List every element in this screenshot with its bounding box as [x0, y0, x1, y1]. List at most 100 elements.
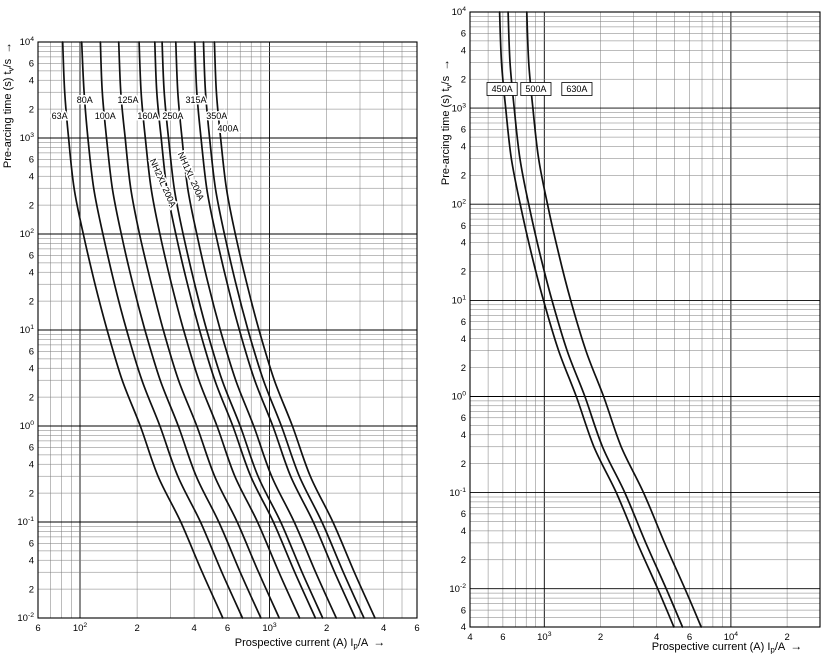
tick-label: 4: [29, 267, 34, 278]
curve-500A: [507, 11, 684, 628]
grid: [469, 11, 821, 628]
curve-80A: [80, 41, 244, 619]
tick-label: 2: [29, 392, 34, 403]
tick-label: 4: [461, 238, 466, 249]
label-text: 250A: [162, 111, 183, 121]
tick-label: 6: [29, 443, 34, 454]
tick-label: 6: [461, 221, 466, 232]
tick-label: 6: [461, 317, 466, 328]
curve-315A: [193, 41, 357, 619]
tick-label: 2: [598, 632, 603, 643]
label-box: [561, 82, 593, 96]
label-text: 500A: [525, 84, 546, 94]
tick-label: 6: [461, 125, 466, 136]
curve-label-450A: 450A: [486, 82, 518, 96]
tick-label: 104: [452, 6, 467, 18]
tick-label: 4: [654, 632, 659, 643]
tick-label: 4: [461, 334, 466, 345]
tick-label: 2: [461, 459, 466, 470]
x-axis-title: Prospective current (A) Ip/A →: [235, 635, 385, 651]
tick-label: 6: [687, 632, 692, 643]
tick-label: 6: [29, 539, 34, 550]
curve-250A: [174, 41, 338, 619]
chart-right: 4 6 103 2 4 6 104 2 104 6 4 2 103 6 4 2 102 6 4 2 101 6 4 2 100 6…: [438, 6, 821, 655]
tick-label: 104: [724, 631, 739, 643]
label-text: 100A: [95, 111, 116, 121]
curve-350A: [202, 41, 365, 619]
tick-label: 2: [461, 555, 466, 566]
y-axis-title-text: Pre-arcing time (s) tv/s→: [0, 42, 16, 168]
axis-ticks: 4 6 103 2 4 6 104 2 104 6 4 2 103 6 4 2 102 6 4 2 101 6 4 2 100 6…: [449, 6, 789, 643]
label-box: [486, 82, 518, 96]
tick-label: 100: [452, 391, 467, 403]
tick-label: 4: [461, 526, 466, 537]
curve-label-350A: 350A: [205, 109, 229, 122]
curve-label-400A: 400A: [216, 122, 240, 135]
curve-label-80A: 80A: [75, 93, 94, 106]
tick-label: 6: [29, 59, 34, 70]
tick-label: 103: [20, 132, 35, 144]
curve-63A: [61, 41, 224, 619]
curve-label-125A: 125A: [116, 93, 140, 106]
curve-label-160A: 160A: [136, 109, 160, 122]
tick-label: 4: [461, 430, 466, 441]
curve-NH1XL-200A: [161, 41, 324, 619]
tick-label: 4: [29, 75, 34, 86]
tick-label: 102: [452, 198, 467, 210]
label-text: 400A: [217, 124, 238, 134]
tick-label: 103: [452, 102, 467, 114]
curve-125A: [117, 41, 281, 619]
tick-label: 103: [537, 631, 552, 643]
plot-border: [37, 41, 418, 619]
tick-label: 2: [29, 104, 34, 115]
tick-label: 2: [461, 267, 466, 278]
tick-label: 4: [461, 142, 466, 153]
tick-label: 4: [467, 632, 472, 643]
tick-label: 101: [20, 324, 35, 336]
chart-left: 6 102 2 4 6 103 2 4 6 104 6 4 2 103 6 4 2 102 6 4 2 101 6 4 2 100…: [0, 36, 420, 650]
y-axis-title-text: Pre-arcing time (s) tv/s→: [438, 59, 454, 185]
tick-label: 2: [29, 296, 34, 307]
tick-label: 6: [461, 605, 466, 616]
tick-label: 6: [29, 347, 34, 358]
axis-ticks: 6 102 2 4 6 103 2 4 6 104 6 4 2 103 6 4 2 102 6 4 2 101 6 4 2 100…: [17, 36, 419, 634]
curve-400A: [213, 41, 376, 619]
tick-label: 10-1: [17, 516, 34, 528]
curves: [498, 11, 703, 628]
tick-label: 10-2: [17, 612, 34, 624]
curve-450A: [498, 11, 675, 628]
tick-label: 102: [20, 228, 35, 240]
curve-100A: [99, 41, 262, 619]
tick-label: 2: [461, 363, 466, 374]
tick-label: 103: [262, 622, 277, 634]
tick-label: 6: [461, 29, 466, 40]
tick-label: 6: [461, 413, 466, 424]
tick-label: 6: [29, 251, 34, 262]
tick-label: 4: [29, 555, 34, 566]
curve-label-250A: 250A: [161, 109, 185, 122]
tick-label: 2: [29, 488, 34, 499]
tick-label: 4: [29, 363, 34, 374]
tick-label: 102: [73, 622, 88, 634]
tick-label: 10-1: [449, 487, 466, 499]
tick-label: 6: [35, 623, 40, 634]
tick-label: 2: [134, 623, 139, 634]
tick-label: 6: [29, 155, 34, 166]
tick-label: 4: [461, 622, 466, 633]
tick-label: 101: [452, 295, 467, 307]
curve-label-630A: 630A: [561, 82, 593, 96]
curves: [61, 41, 376, 619]
x-axis-title: Prospective current (A) Ip/A →: [652, 639, 802, 655]
tick-label: 100: [20, 420, 35, 432]
curve-630A: [525, 11, 703, 628]
tick-label: 4: [461, 46, 466, 57]
tick-label: 10-2: [449, 583, 466, 595]
y-axis-title: Pre-arcing time (s) tv/s→: [0, 42, 16, 168]
curve-label-500A: 500A: [520, 82, 552, 96]
tick-label: 4: [29, 171, 34, 182]
label-text: 450A: [492, 84, 513, 94]
x-axis-title-text: Prospective current (A) Ip/A →: [652, 639, 802, 655]
tick-label: 104: [20, 36, 35, 48]
